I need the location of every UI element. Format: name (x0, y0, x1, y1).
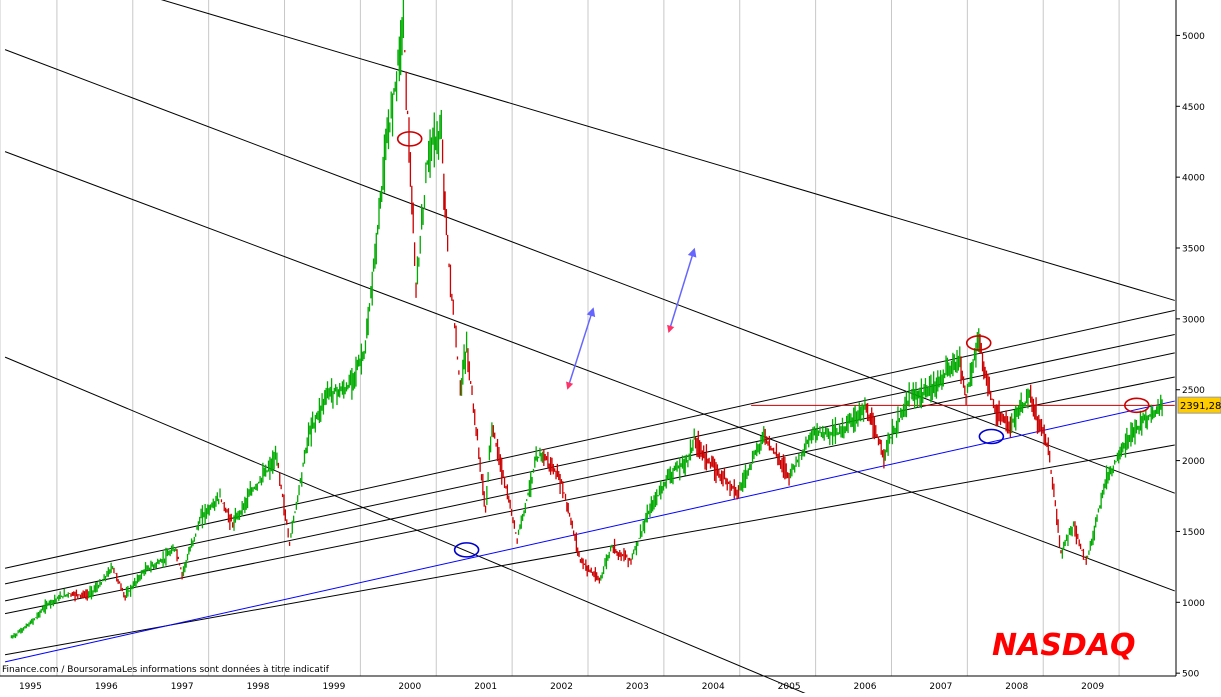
trendline-3 (4, 356, 816, 697)
x-tick-label-2004: 2004 (702, 682, 725, 692)
x-tick-label-1999: 1999 (322, 682, 345, 692)
y-tick-label-4000: 4000 (1182, 174, 1205, 184)
source-note: Finance.com / BoursoramaLes informations… (2, 664, 330, 675)
x-tick-label-2005: 2005 (778, 682, 801, 692)
x-tick-label-2000: 2000 (398, 682, 421, 692)
grid-layer (0, 0, 1120, 676)
y-tick-label-1000: 1000 (1182, 599, 1205, 609)
marker-ellipse-1 (965, 335, 992, 351)
x-tick-label-2002: 2002 (550, 682, 573, 692)
x-tick-label-2001: 2001 (474, 682, 497, 692)
trendline-8 (4, 444, 1175, 656)
trendline-7 (4, 376, 1175, 615)
price-series-layer (10, 0, 1163, 639)
trendline-5 (4, 333, 1175, 585)
arrow-layer (566, 247, 697, 390)
chart-title: NASDAQ (992, 628, 1136, 663)
marker-layer (396, 131, 1150, 558)
double-arrow-0 (566, 307, 596, 390)
y-tick-label-1500: 1500 (1182, 528, 1205, 538)
x-tick-label-2003: 2003 (626, 682, 649, 692)
y-tick-label-2500: 2500 (1182, 386, 1205, 396)
trendline-1 (4, 49, 1175, 494)
y-tick-label-2000: 2000 (1182, 457, 1205, 467)
trendline-layer (4, 0, 1175, 697)
trendline-4 (4, 309, 1175, 569)
x-tick-label-1998: 1998 (247, 682, 270, 692)
trendline-6 (4, 352, 1175, 602)
marker-ellipse-2 (1124, 397, 1150, 414)
x-tick-label-1996: 1996 (95, 682, 118, 692)
x-tick-label-1995: 1995 (19, 682, 42, 692)
last-value-badge (1177, 396, 1221, 414)
y-tick-label-3500: 3500 (1182, 245, 1205, 255)
x-tick-label-2007: 2007 (929, 682, 952, 692)
x-tick-label-2009: 2009 (1081, 682, 1104, 692)
y-tick-label-500: 500 (1182, 670, 1199, 680)
trendline-0 (160, 0, 1175, 301)
marker-ellipse-0 (396, 131, 423, 147)
y-tick-label-4500: 4500 (1182, 103, 1205, 113)
marker-ellipse-4 (978, 428, 1005, 445)
trendline-9 (4, 400, 1175, 663)
marker-ellipse-3 (453, 542, 480, 558)
y-tick-label-3000: 3000 (1182, 315, 1205, 325)
x-tick-label-1997: 1997 (171, 682, 194, 692)
x-tick-label-2008: 2008 (1005, 682, 1028, 692)
x-tick-label-2006: 2006 (854, 682, 877, 692)
double-arrow-1 (667, 247, 697, 334)
y-tick-label-5000: 5000 (1182, 32, 1205, 42)
last-value-label: 2391,28 (1180, 401, 1221, 412)
trendline-2 (4, 151, 1175, 592)
